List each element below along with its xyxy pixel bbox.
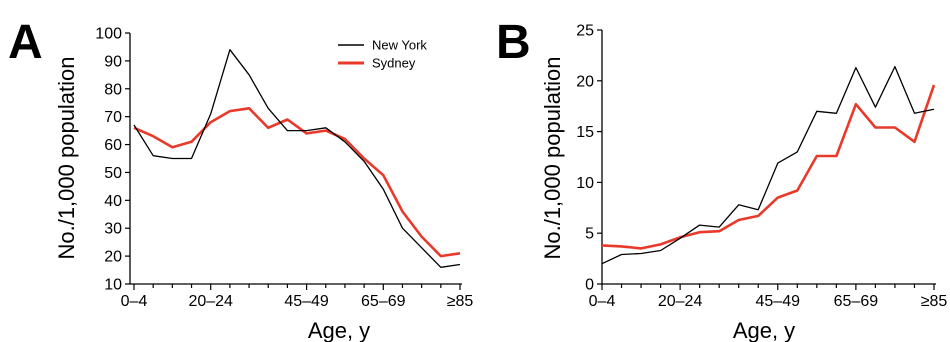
x-tick-label: 45–49 — [284, 293, 329, 310]
x-tick-label: 0–4 — [121, 293, 148, 310]
y-tick-label: 70 — [104, 109, 122, 126]
panel-a-x-ticks: 0–4 20–24 45–49 65–69 ≥85 — [121, 284, 474, 310]
x-tick-label: ≥85 — [921, 293, 948, 310]
panel-b-y-axis-title: No./1,000 population — [540, 56, 565, 259]
y-tick-label: 20 — [104, 249, 122, 266]
y-tick-label: 10 — [576, 175, 594, 192]
x-tick-label: 65–69 — [834, 293, 879, 310]
panel-b-label: B — [496, 16, 531, 69]
panel-a-legend: New York Sydney — [338, 38, 427, 71]
y-tick-label: 20 — [576, 73, 594, 90]
y-tick-label: 80 — [104, 81, 122, 98]
y-tick-label: 0 — [585, 277, 594, 294]
y-tick-label: 50 — [104, 165, 122, 182]
series-line-sydney — [601, 84, 936, 250]
x-tick-label: ≥85 — [447, 293, 474, 310]
y-tick-label: 5 — [585, 226, 594, 243]
panel-a: A No./1,000 population Age, y 10 20 30 40 50… — [8, 16, 473, 342]
panel-b-y-ticks: 0 5 10 15 20 25 — [576, 23, 602, 294]
legend-label-new-york: New York — [372, 38, 427, 53]
x-tick-label: 0–4 — [589, 293, 616, 310]
y-tick-label: 10 — [104, 277, 122, 294]
panel-a-y-ticks: 10 20 30 40 50 60 70 80 90 100 — [95, 26, 130, 294]
x-tick-label: 20–24 — [658, 293, 703, 310]
panel-a-label: A — [8, 16, 43, 69]
y-tick-label: 60 — [104, 137, 122, 154]
legend-label-sydney: Sydney — [372, 56, 416, 71]
series-line-new-york — [601, 65, 935, 265]
panel-b-series — [601, 65, 936, 265]
y-tick-label: 30 — [104, 221, 122, 238]
x-tick-label: 20–24 — [188, 293, 233, 310]
panel-b-x-axis-title: Age, y — [733, 318, 795, 342]
x-tick-label: 65–69 — [361, 293, 406, 310]
panel-b: B No./1,000 population Age, y 0 5 10 15 20 25… — [496, 16, 947, 342]
series-line-new-york — [133, 49, 461, 268]
series-line-sydney — [133, 107, 461, 258]
panel-b-x-ticks: 0–4 20–24 45–49 65–69 ≥85 — [589, 284, 948, 310]
y-tick-label: 25 — [576, 23, 594, 40]
panel-a-y-axis-title: No./1,000 population — [54, 56, 79, 259]
panel-a-x-axis-title: Age, y — [308, 318, 370, 342]
y-tick-label: 40 — [104, 193, 122, 210]
y-tick-label: 15 — [576, 124, 594, 141]
y-tick-label: 100 — [95, 26, 122, 43]
x-tick-label: 45–49 — [756, 293, 801, 310]
panel-a-series — [133, 49, 461, 268]
y-tick-label: 90 — [104, 53, 122, 70]
